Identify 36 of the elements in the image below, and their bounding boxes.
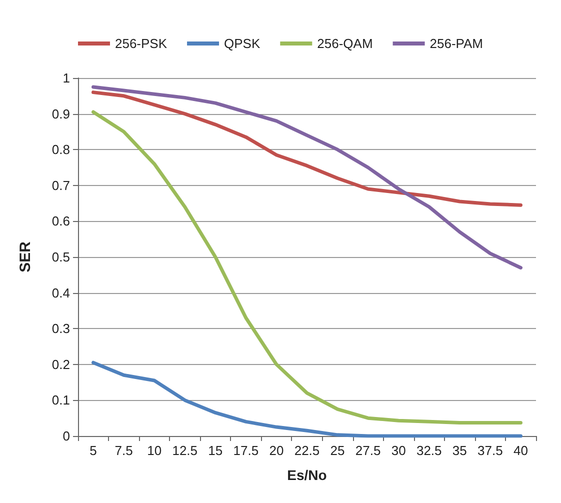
legend-label: QPSK <box>224 36 260 51</box>
y-axis-title: SER <box>17 241 34 272</box>
line-series <box>92 360 522 438</box>
y-tick-label: 0.5 <box>52 250 70 264</box>
y-tick-label: 0.3 <box>52 321 70 336</box>
x-axis-title: Es/No <box>287 467 327 483</box>
legend-label: 256-PAM <box>430 36 484 51</box>
line-series <box>92 85 522 270</box>
y-tick-label: 0.7 <box>52 178 70 193</box>
legend-label: 256-QAM <box>317 36 373 51</box>
x-tick-label: 10 <box>147 443 162 458</box>
line-series <box>92 110 522 425</box>
x-tick-label: 17.5 <box>233 443 259 458</box>
y-tick-label: 1 <box>62 70 70 86</box>
y-tick-label: 0.8 <box>52 142 70 158</box>
y-tick-label: 0 <box>62 428 70 444</box>
x-tick-label: 37.5 <box>478 443 503 458</box>
line-series <box>92 90 522 207</box>
y-tick-label: 0.9 <box>52 106 70 122</box>
x-tick-label: 12.5 <box>172 443 198 458</box>
x-tick-label: 5 <box>90 443 97 458</box>
y-tick-label: 0.1 <box>52 392 70 408</box>
x-tick-label: 20 <box>269 443 284 458</box>
y-tick-label: 0.4 <box>52 285 70 300</box>
x-tick-label: 35 <box>452 443 467 458</box>
x-tick-label: 25 <box>330 443 345 458</box>
legend-label: 256-PSK <box>114 36 168 51</box>
x-tick-label: 32.5 <box>416 443 442 458</box>
x-tick-label: 40 <box>514 443 528 458</box>
x-tick-label: 15 <box>208 443 223 458</box>
x-tick-label: 27.5 <box>355 443 381 458</box>
x-tick-label: 22.5 <box>294 443 320 458</box>
y-tick-label: 0.6 <box>52 214 70 229</box>
x-tick-label: 7.5 <box>114 443 133 458</box>
x-tick-label: 30 <box>391 443 406 458</box>
y-tick-label: 0.2 <box>52 356 70 372</box>
